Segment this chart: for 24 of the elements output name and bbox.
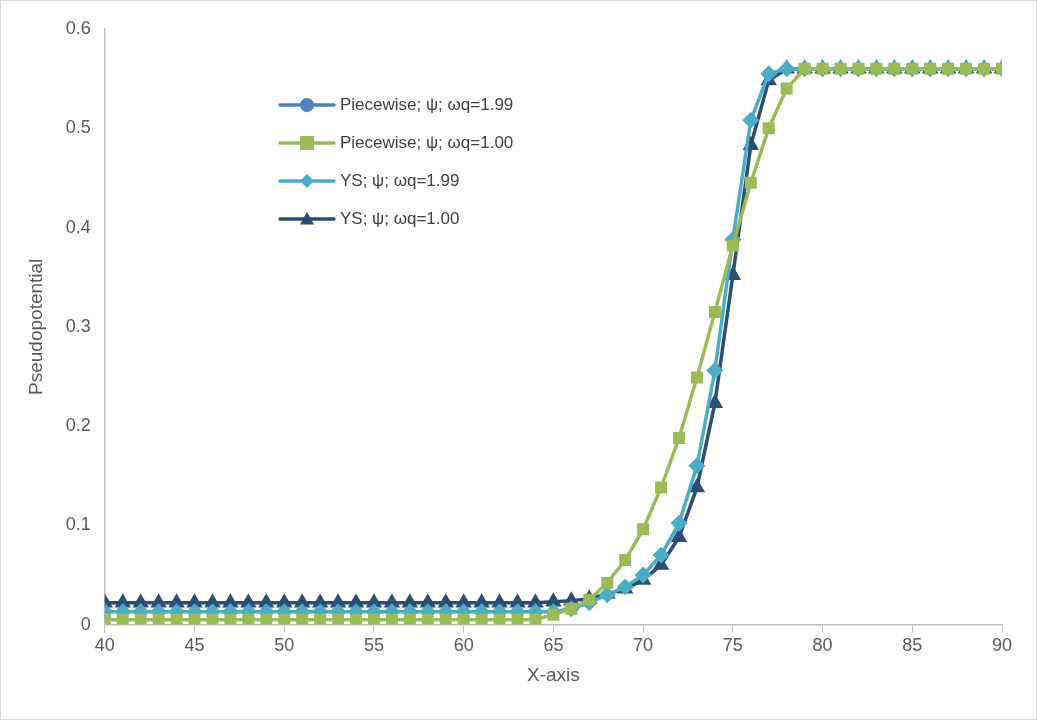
x-tick-label: 80 bbox=[812, 635, 833, 656]
x-tick-label: 50 bbox=[274, 635, 295, 656]
legend-label: Piecewise; ψ; ωq=1.00 bbox=[340, 133, 514, 153]
x-tick-label: 65 bbox=[543, 635, 564, 656]
y-tick-label: 0.2 bbox=[65, 415, 91, 436]
x-tick-label: 45 bbox=[184, 635, 205, 656]
x-tick-label: 75 bbox=[722, 635, 743, 656]
y-tick-label: 0.3 bbox=[65, 315, 91, 336]
legend-label: YS; ψ; ωq=1.00 bbox=[340, 209, 460, 229]
x-tick-label: 55 bbox=[363, 635, 384, 656]
legend-label: YS; ψ; ωq=1.99 bbox=[340, 171, 460, 191]
y-tick-label: 0.5 bbox=[65, 117, 91, 138]
y-axis-title: Pseudopotential bbox=[24, 258, 46, 395]
legend-label: Piecewise; ψ; ωq=1.99 bbox=[340, 95, 514, 115]
y-tick-label: 0.1 bbox=[65, 514, 91, 535]
y-tick-label: 0 bbox=[80, 613, 91, 634]
y-tick-label: 0.4 bbox=[65, 216, 91, 237]
x-tick-label: 40 bbox=[94, 635, 115, 656]
x-axis-title: X-axis bbox=[527, 663, 580, 685]
x-tick-label: 60 bbox=[453, 635, 474, 656]
x-tick-label: 90 bbox=[991, 635, 1013, 656]
x-tick-label: 85 bbox=[902, 635, 923, 656]
y-tick-label: 0.6 bbox=[65, 17, 91, 38]
x-tick-label: 70 bbox=[633, 635, 654, 656]
